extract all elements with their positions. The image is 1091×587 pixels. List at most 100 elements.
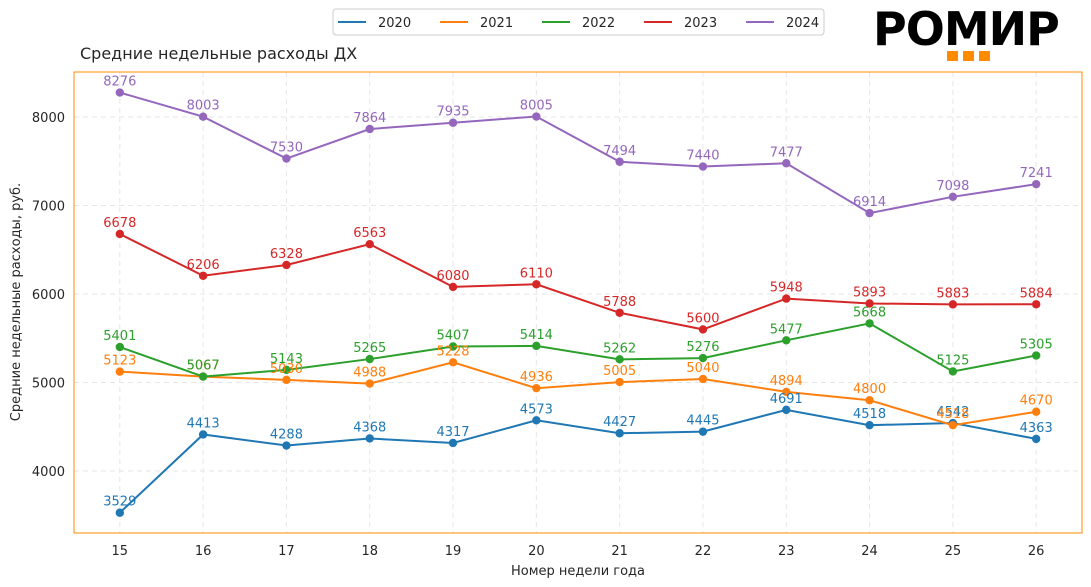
data-point-2023	[115, 229, 125, 239]
data-label-2020: 4368	[353, 420, 386, 435]
data-point-2022	[448, 342, 458, 351]
series-group	[115, 88, 1041, 517]
data-point-2021	[115, 367, 125, 376]
legend-label-2024: 2024	[786, 16, 819, 31]
data-point-2022	[115, 342, 125, 352]
data-label-2024: 6914	[853, 195, 886, 210]
x-tick-label: 25	[945, 544, 962, 559]
y-tick-label: 6000	[32, 288, 65, 303]
data-label-2022: 5305	[1020, 338, 1053, 353]
x-tick-label: 26	[1028, 544, 1045, 559]
data-label-2021: 5005	[603, 364, 636, 379]
data-label-2023: 5883	[936, 286, 969, 301]
logo-text: РОМИР	[873, 2, 1059, 56]
data-point-2020	[865, 420, 874, 430]
data-label-2020: 4288	[270, 428, 303, 443]
data-point-2022	[282, 365, 291, 375]
data-label-2023: 6110	[520, 266, 553, 281]
y-tick-label: 8000	[32, 111, 65, 126]
data-label-2021: 4936	[520, 370, 553, 385]
data-point-2020	[198, 430, 208, 439]
data-label-2024: 7530	[270, 141, 303, 156]
data-label-2023: 6328	[270, 247, 303, 262]
data-point-2020	[115, 508, 125, 517]
data-point-2020	[532, 416, 541, 425]
data-point-2021	[365, 379, 374, 388]
data-point-2024	[865, 208, 874, 218]
data-label-2024: 7098	[936, 179, 969, 194]
x-axis: 15 16 17 18 19 20 21 22 23 24 25 26	[112, 544, 1045, 559]
data-label-2024: 7477	[770, 145, 803, 160]
y-axis-label: Средние недельные расходы, руб.	[9, 183, 24, 421]
x-tick-label: 19	[445, 544, 462, 559]
series-line-2023	[119, 233, 1037, 331]
data-label-2022: 5668	[853, 305, 886, 320]
data-label-2021: 5123	[103, 354, 136, 369]
data-label-2022: 5067	[187, 359, 220, 374]
data-point-2024	[615, 157, 624, 166]
data-point-2022	[615, 355, 624, 364]
data-label-2022: 5143	[270, 352, 303, 367]
data-point-2020	[698, 427, 708, 436]
data-label-2022: 5477	[770, 322, 803, 337]
data-point-2020	[365, 434, 374, 443]
data-point-2022	[865, 319, 874, 328]
data-label-2023: 5600	[686, 311, 719, 326]
x-tick-label: 18	[361, 544, 378, 559]
data-label-2023: 6678	[103, 216, 136, 231]
data-point-2023	[365, 239, 374, 249]
data-label-2022: 5125	[936, 353, 969, 368]
data-point-2021	[615, 377, 624, 387]
data-label-2022: 5276	[686, 340, 719, 355]
series-line-2024	[119, 91, 1037, 215]
data-labels: 3529 4413 4288 4368 4317 4573 4427 4445 4691 4518…	[103, 75, 1052, 510]
data-label-2021: 4894	[770, 374, 803, 389]
data-point-2024	[948, 192, 958, 202]
data-point-2023	[698, 325, 708, 334]
logo-square	[979, 51, 990, 61]
data-point-2023	[282, 260, 291, 270]
data-label-2020: 4691	[770, 392, 803, 407]
legend-label-2020: 2020	[378, 16, 411, 31]
data-point-2021	[782, 387, 791, 397]
data-point-2024	[782, 159, 791, 168]
legend-label-2021: 2021	[480, 16, 513, 31]
data-label-2021: 5040	[686, 361, 719, 376]
x-axis-label: Номер недели года	[511, 564, 645, 579]
data-label-2024: 7935	[436, 105, 469, 120]
legend-label-2023: 2023	[684, 16, 717, 31]
data-label-2022: 5401	[103, 329, 136, 344]
data-point-2021	[948, 420, 958, 430]
logo-square	[963, 51, 974, 61]
data-label-2020: 4518	[853, 407, 886, 422]
x-tick-label: 22	[695, 544, 712, 559]
data-point-2024	[1031, 179, 1041, 189]
data-label-2021: 5030	[270, 362, 303, 377]
data-label-2023: 5948	[770, 281, 803, 296]
data-point-2021	[448, 358, 458, 367]
x-tick-label: 20	[528, 544, 545, 559]
chart-title: Средние недельные расходы ДХ	[80, 44, 357, 63]
data-label-2024: 8003	[187, 99, 220, 114]
y-tick-label: 4000	[32, 465, 65, 480]
data-point-2022	[365, 354, 374, 364]
data-label-2024: 7440	[686, 149, 719, 164]
data-point-2021	[865, 396, 874, 405]
romir-logo: РОМИР	[873, 2, 1060, 61]
data-point-2023	[782, 294, 791, 303]
data-label-2024: 7494	[603, 144, 636, 159]
x-tick-label: 24	[861, 544, 878, 559]
data-label-2020: 4573	[520, 402, 553, 417]
data-point-2021	[532, 383, 541, 393]
grid	[74, 72, 1082, 533]
data-label-2022: 5262	[603, 341, 636, 356]
plot-frame	[73, 71, 1083, 534]
data-label-2021: 4518	[936, 407, 969, 422]
data-label-2024: 8005	[520, 99, 553, 114]
data-label-2023: 6563	[353, 226, 386, 241]
data-label-2020: 4427	[603, 415, 636, 430]
legend: 2020 2021 2022 2023 2024	[332, 8, 825, 36]
series-line-2022	[119, 322, 1037, 378]
data-point-2020	[1031, 434, 1041, 444]
data-point-2023	[948, 300, 958, 309]
